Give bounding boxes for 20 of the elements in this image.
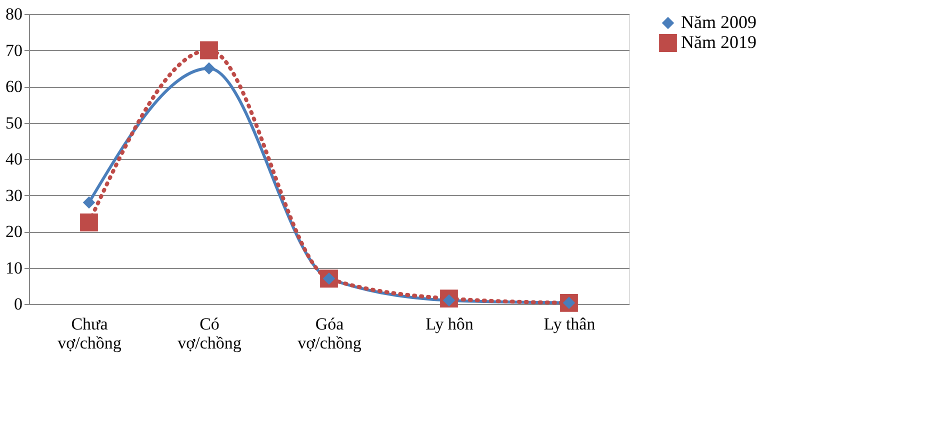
point — [82, 196, 96, 209]
y-tick-label: 0 — [14, 294, 22, 314]
y-tick-label: 40 — [6, 150, 22, 168]
y-tick-label: 60 — [6, 77, 22, 96]
x-tick-label: Có vợ/chồng — [178, 314, 242, 352]
y-tick-label: 10 — [6, 258, 22, 278]
y-tick-label: 80 — [6, 4, 22, 24]
x-tick-label: Góa vợ/chồng — [298, 314, 362, 352]
point — [200, 41, 218, 60]
y-tick-label: 20 — [6, 222, 22, 241]
legend-label: Năm 2019 — [681, 32, 756, 52]
point — [202, 62, 216, 74]
y-tick-label: 30 — [6, 186, 22, 205]
y-tick-label: 70 — [6, 40, 22, 60]
x-tick-label: Chưa vợ/chồng — [58, 314, 122, 352]
y-tick-label: 50 — [6, 113, 22, 132]
x-tick-label: Ly hôn — [426, 314, 474, 334]
x-tick-label: Ly thân — [544, 314, 596, 334]
legend-label: Năm 2009 — [681, 12, 756, 32]
point — [80, 213, 98, 232]
